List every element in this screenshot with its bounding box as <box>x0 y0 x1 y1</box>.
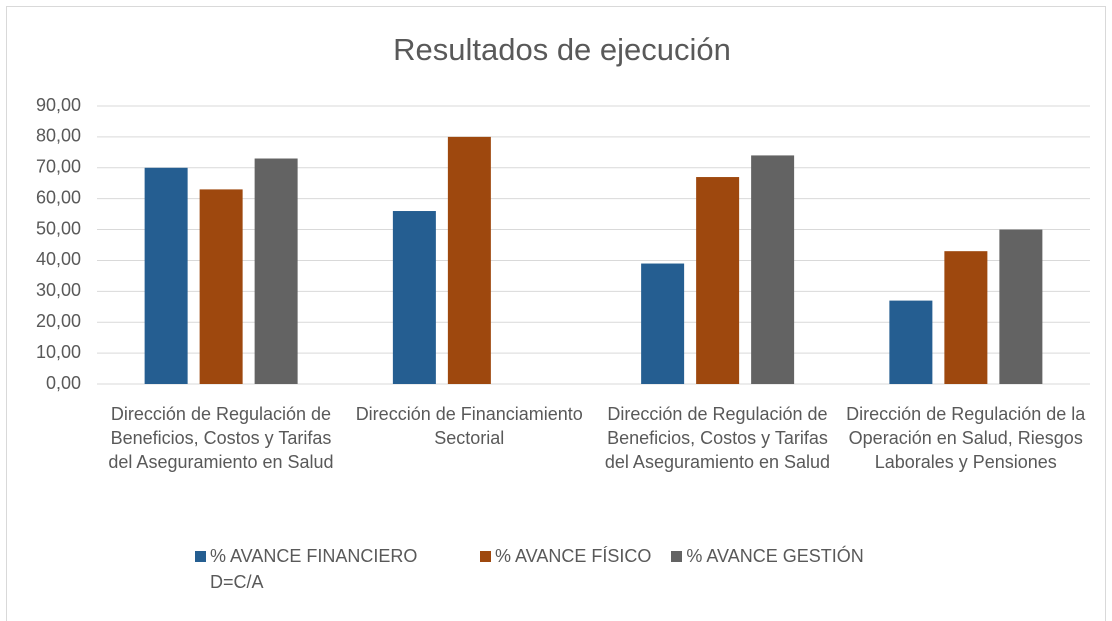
x-tick-label: Dirección de Financiamiento Sectorial <box>355 404 583 448</box>
legend-label: % AVANCE FINANCIERO D=C/A <box>210 546 418 592</box>
bar <box>254 158 298 384</box>
legend-item: % AVANCE FINANCIERO D=C/A <box>195 543 460 595</box>
y-tick-label: 10,00 <box>36 342 81 362</box>
y-tick-label: 50,00 <box>36 218 81 238</box>
y-tick-label: 20,00 <box>36 311 81 331</box>
y-tick-label: 80,00 <box>36 126 81 146</box>
bar <box>889 300 933 384</box>
bar <box>447 136 491 384</box>
bar <box>999 229 1043 384</box>
bar <box>641 263 685 384</box>
x-tick-label: Dirección de Regulación de Beneficios, C… <box>604 404 831 472</box>
bar <box>199 189 243 384</box>
legend: % AVANCE FINANCIERO D=C/A % AVANCE FÍSICO… <box>195 543 864 595</box>
y-tick-label: 40,00 <box>36 249 81 269</box>
y-tick-label: 0,00 <box>46 373 81 393</box>
chart-title: Resultados de ejecución <box>393 32 731 67</box>
y-tick-label: 70,00 <box>36 157 81 177</box>
y-tick-label: 60,00 <box>36 187 81 207</box>
bar <box>944 251 988 384</box>
legend-label: % AVANCE FÍSICO <box>495 546 652 566</box>
legend-swatch <box>195 551 206 562</box>
y-tick-label: 30,00 <box>36 280 81 300</box>
legend-label: % AVANCE GESTIÓN <box>686 546 864 566</box>
bar <box>751 155 795 384</box>
legend-swatch <box>671 551 683 562</box>
legend-item: % AVANCE FÍSICO <box>480 543 651 595</box>
legend-swatch <box>480 551 491 562</box>
x-tick-label: Dirección de Regulación de Beneficios, C… <box>108 404 334 472</box>
bar <box>392 211 436 384</box>
x-tick-label: Dirección de Regulación de la Operación … <box>846 404 1086 472</box>
legend-item: % AVANCE GESTIÓN <box>671 543 864 595</box>
chart-frame <box>6 6 1106 621</box>
y-tick-label: 90,00 <box>36 95 81 115</box>
bar <box>144 167 188 384</box>
bar <box>696 177 740 384</box>
